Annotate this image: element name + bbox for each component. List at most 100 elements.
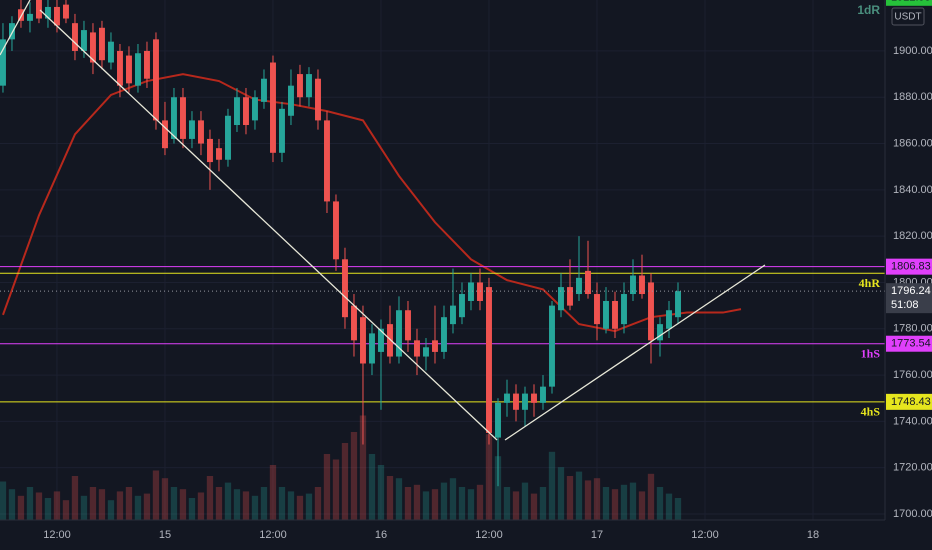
trend-line	[39, 9, 498, 441]
candle-body	[405, 310, 411, 341]
y-tick-label: 1780.00	[893, 323, 932, 335]
y-tick-label: 1760.00	[893, 369, 932, 381]
candle-body	[207, 138, 213, 163]
level-name: 1hS	[861, 346, 881, 360]
candle-body	[522, 393, 528, 410]
annotation: 1dR	[857, 3, 880, 17]
candle-body	[342, 259, 348, 318]
candle-body	[351, 305, 357, 341]
candle-body	[423, 347, 429, 357]
y-tick-label: 1700.00	[893, 508, 932, 520]
x-tick-label: 15	[159, 529, 171, 541]
volume-bar	[71, 476, 79, 520]
volume-bar	[287, 491, 295, 520]
volume-bar	[440, 482, 448, 520]
volume-bar	[431, 489, 439, 520]
volume-bar	[584, 480, 592, 520]
candle-body	[369, 333, 375, 364]
candle-body	[54, 6, 60, 26]
trend-line	[504, 264, 766, 441]
level-tag	[886, 393, 932, 410]
volume-bar	[647, 473, 655, 520]
candle-body	[243, 97, 249, 126]
volume-bar	[125, 487, 133, 520]
currency: USDT	[894, 12, 921, 23]
level-tag	[886, 258, 932, 275]
volume-bar	[215, 487, 223, 520]
volume-bar	[341, 443, 349, 520]
candle-body	[468, 282, 474, 301]
y-tick-label: 1840.00	[893, 184, 932, 196]
volume-bar	[485, 434, 493, 520]
candle-body	[18, 9, 24, 21]
candle-body	[432, 340, 438, 352]
volume-bar	[35, 492, 43, 520]
volume-bar	[620, 484, 628, 520]
volume-bar	[611, 489, 619, 520]
y-tick-label: 1900.00	[893, 45, 932, 57]
volume-bar	[323, 454, 331, 520]
volume-bar	[332, 459, 340, 520]
candle-body	[9, 23, 15, 40]
candle-body	[621, 294, 627, 325]
x-tick-label: 12:00	[43, 529, 71, 541]
candle-body	[666, 310, 672, 329]
candle-body	[99, 27, 105, 61]
candle-body	[126, 55, 132, 84]
candle-body	[162, 120, 168, 149]
candle-body	[234, 97, 240, 126]
volume-bar	[26, 487, 34, 520]
candle-body	[459, 294, 465, 318]
volume-bar	[386, 476, 394, 520]
candle-body	[108, 41, 114, 63]
candle-body	[189, 120, 195, 139]
volume-bar	[494, 456, 502, 520]
volume-bar	[521, 482, 529, 520]
volume-bar	[674, 498, 682, 520]
price-axis	[885, 0, 932, 550]
candle-body	[288, 85, 294, 116]
candle-body	[414, 340, 420, 357]
y-tick-label: 1820.00	[893, 230, 932, 242]
candle-body	[630, 275, 636, 295]
candle-body	[540, 386, 546, 403]
candle-body	[567, 287, 573, 306]
level-tag-label: 1773.54	[891, 338, 931, 350]
volume-bar	[359, 415, 367, 520]
y-tick-label: 1880.00	[893, 91, 932, 103]
volume-bar	[629, 482, 637, 520]
candle-body	[558, 287, 564, 311]
volume-bar	[503, 487, 511, 520]
candle-body	[0, 39, 6, 86]
candle-body	[513, 393, 519, 410]
volume-bar	[368, 454, 376, 520]
candle-body	[135, 53, 141, 86]
volume-bar	[665, 493, 673, 520]
candle-body	[45, 6, 51, 19]
volume-bar	[197, 492, 205, 520]
candle-body	[270, 62, 276, 153]
candle-body	[144, 50, 150, 79]
volume-bar	[395, 478, 403, 520]
candle-body	[225, 115, 231, 160]
currency-box	[891, 7, 925, 26]
candle-body	[675, 291, 681, 318]
volume-bar	[404, 487, 412, 520]
y-tick-label: 1720.00	[893, 462, 932, 474]
candle-body	[81, 30, 87, 51]
volume-bar	[53, 491, 61, 520]
candle-body	[603, 300, 609, 329]
under-layer	[0, 0, 885, 520]
candle-body	[36, 0, 42, 19]
volume-bar	[161, 478, 169, 520]
trend-lines	[0, 0, 766, 441]
volume-bar	[548, 451, 556, 520]
volume-bar	[89, 487, 97, 520]
volume-bar	[557, 467, 565, 520]
volume-bar	[602, 487, 610, 520]
candle-body	[153, 39, 159, 121]
volume-bar	[539, 487, 547, 520]
volume-bar	[179, 489, 187, 520]
